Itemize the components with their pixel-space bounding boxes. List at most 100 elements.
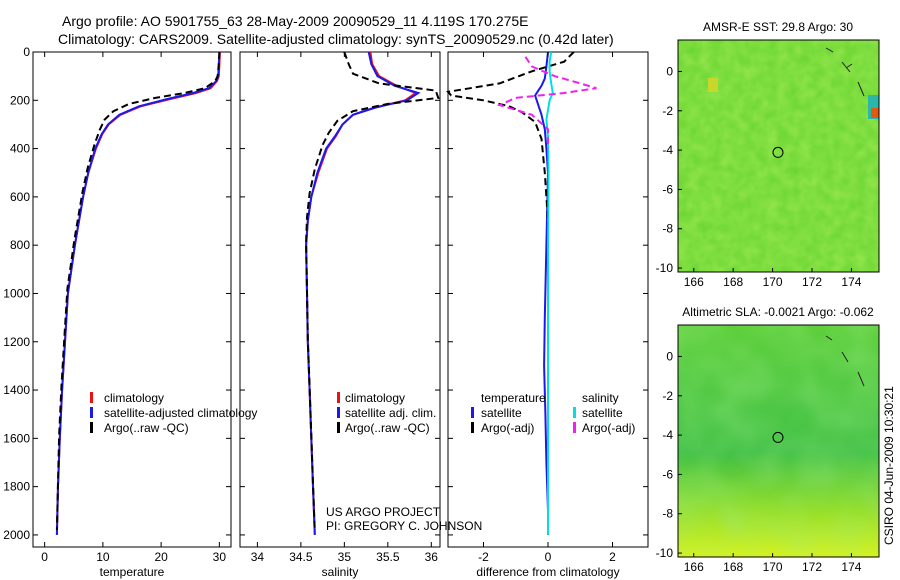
sla-coastline <box>825 335 865 387</box>
legend-label-sal-argo: Argo(-adj) <box>582 421 635 435</box>
x-tick-label: 35.5 <box>376 550 400 564</box>
legend-swatch-temp-satellite <box>471 407 474 418</box>
y-tick-label: 1600 <box>3 431 30 445</box>
legend-swatch-sal-satellite <box>573 407 576 418</box>
difference-legend: temperature satellite Argo(-adj) salinit… <box>471 391 635 435</box>
legend-label-climatology: climatology <box>345 391 405 405</box>
x-tick-label: 10 <box>96 550 110 564</box>
map-x-tick-label: 174 <box>841 275 861 289</box>
credit-project: US ARGO PROJECT <box>326 505 441 519</box>
series-line-salinity-argo-adj- <box>496 56 597 149</box>
sst-map-texture <box>678 40 879 272</box>
legend-label-argo: Argo(..raw -QC) <box>345 421 430 435</box>
map-x-tick-label: 168 <box>723 560 743 574</box>
y-tick-label: 200 <box>10 93 30 107</box>
x-axis-label: difference from climatology <box>476 565 619 579</box>
map-x-tick-label: 172 <box>802 275 822 289</box>
map-x-tick-label: 168 <box>723 275 743 289</box>
map-y-tick-label: -2 <box>662 104 673 118</box>
y-tick-label: 400 <box>10 142 30 156</box>
x-tick-label: 2 <box>609 550 616 564</box>
y-tick-label: 2000 <box>3 528 30 542</box>
salinity-legend: climatology satellite adj. clim. Argo(..… <box>337 391 436 435</box>
figure-title: Argo profile: AO 5901755_63 28-May-2009 … <box>62 13 529 29</box>
x-tick-label: 0 <box>545 550 552 564</box>
legend-swatch-argo <box>90 422 93 433</box>
y-tick-label: 0 <box>23 45 30 59</box>
y-tick-label: 1000 <box>3 286 30 300</box>
map-y-tick-label: -8 <box>662 507 673 521</box>
map-x-tick-label: 166 <box>684 560 704 574</box>
map-y-tick-label: -2 <box>662 389 673 403</box>
y-tick-label: 1200 <box>3 335 30 349</box>
legend-swatch-sal-argo <box>573 422 576 433</box>
plot-frame <box>32 51 232 548</box>
map-x-tick-label: 170 <box>763 275 783 289</box>
legend-heading-temperature: temperature <box>481 391 546 405</box>
legend-label-sal-satellite: satellite <box>582 406 623 420</box>
legend-swatch-temp-argo <box>471 422 474 433</box>
legend-label-temp-argo: Argo(-adj) <box>481 421 534 435</box>
series-line-argo-raw-qc- <box>55 51 221 531</box>
credit-pi: PI: GREGORY C. JOHNSON <box>326 519 482 533</box>
map-x-tick-label: 172 <box>802 560 822 574</box>
legend-swatch-argo <box>337 422 340 433</box>
series-line-satellite-adj-clim- <box>305 51 421 535</box>
y-tick-label: 1400 <box>3 383 30 397</box>
x-tick-label: 35 <box>338 550 352 564</box>
sla-map-title: Altimetric SLA: -0.0021 Argo: -0.062 <box>682 305 874 319</box>
map-y-tick-label: -10 <box>656 261 674 275</box>
y-tick-label: 800 <box>10 238 30 252</box>
legend-label-satellite: satellite-adjusted climatology <box>104 406 257 420</box>
legend-label-argo: Argo(..raw -QC) <box>104 421 189 435</box>
legend-heading-salinity: salinity <box>582 391 619 405</box>
sla-map-texture <box>678 325 879 557</box>
legend-label-climatology: climatology <box>104 391 164 405</box>
x-tick-label: 0 <box>41 550 48 564</box>
legend-swatch-satellite <box>337 407 340 418</box>
figure-subtitle: Climatology: CARS2009. Satellite-adjuste… <box>58 31 614 47</box>
sst-map-frame <box>677 39 880 273</box>
sst-map-title: AMSR-E SST: 29.8 Argo: 30 <box>703 20 853 34</box>
map-y-tick-label: -10 <box>656 546 674 560</box>
y-tick-label: 1800 <box>3 480 30 494</box>
map-y-tick-label: -4 <box>662 428 673 442</box>
map-y-tick-label: -8 <box>662 222 673 236</box>
map-y-tick-label: -6 <box>662 182 673 196</box>
x-tick-label: 34.5 <box>289 550 313 564</box>
legend-swatch-satellite <box>90 407 93 418</box>
sst-hot-patch <box>871 108 879 118</box>
sst-map-panel: AMSR-E SST: 29.8 Argo: 30 <box>677 20 880 273</box>
salinity-profile-panel: 34 34.5 35 35.5 36 salinity <box>239 51 441 579</box>
series-line-satellite-adjusted-climatology <box>55 51 221 535</box>
x-axis-label: temperature <box>100 565 165 579</box>
temperature-legend: climatology satellite-adjusted climatolo… <box>90 391 257 435</box>
x-axis-label: salinity <box>322 565 359 579</box>
plot-frame <box>239 51 441 548</box>
map-y-tick-label: -4 <box>662 143 673 157</box>
x-tick-label: -2 <box>478 550 489 564</box>
series-line-argo-raw-qc- <box>305 51 440 532</box>
map-y-tick-label: 0 <box>666 64 673 78</box>
sla-map-panel: Altimetric SLA: -0.0021 Argo: -0.062 <box>677 305 880 558</box>
map-x-tick-label: 170 <box>763 560 783 574</box>
series-line-temperature-satellite <box>533 51 550 535</box>
map-y-tick-label: 0 <box>666 349 673 363</box>
sst-profile-marker <box>772 146 784 158</box>
timestamp-sidebar: CSIRO 04-Jun-2009 10:30:21 <box>882 386 896 545</box>
sst-cool-patch <box>868 95 879 119</box>
map-y-tick-label: -6 <box>662 467 673 481</box>
sst-coastline <box>825 47 865 97</box>
series-line-salinity-satellite <box>545 51 554 535</box>
y-tick-label: 600 <box>10 190 30 204</box>
legend-label-temp-satellite: satellite <box>481 406 522 420</box>
map-axes: 166 168 170 172 174 0 -2 -4 -6 -8 -10 166 168 170 172 1… <box>656 64 862 574</box>
x-tick-label: 34 <box>251 550 265 564</box>
sst-warm-patch <box>708 78 718 92</box>
map-x-tick-label: 166 <box>684 275 704 289</box>
temperature-profile-panel: 0 10 20 30 0 200 400 600 800 1000 1200 1400 1600 1800… <box>3 45 232 579</box>
x-tick-label: 20 <box>154 550 168 564</box>
legend-swatch-climatology <box>337 392 340 403</box>
